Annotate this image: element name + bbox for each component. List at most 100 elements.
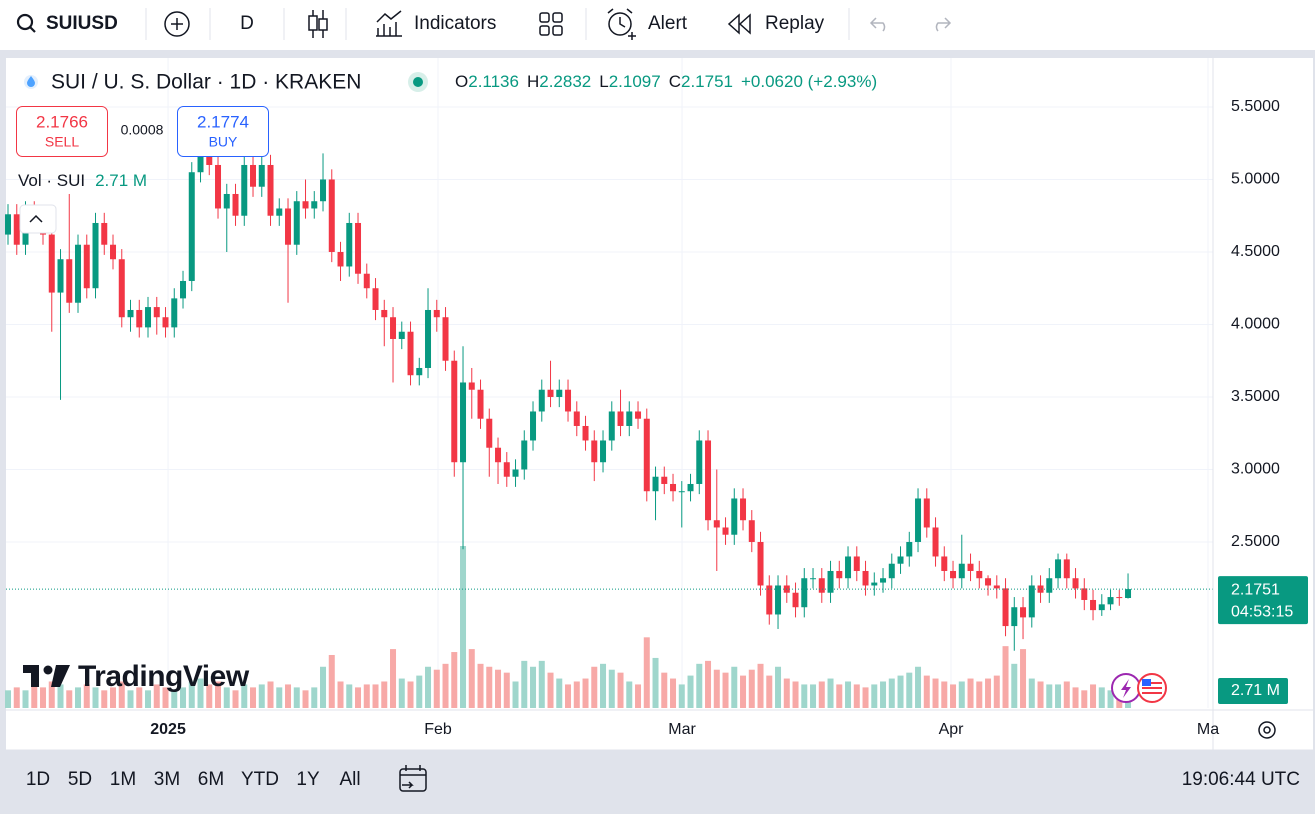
chart-type-button[interactable]	[308, 10, 328, 38]
volume-bar	[232, 690, 239, 708]
alert-button[interactable]: Alert	[607, 8, 688, 40]
volume-bar	[1020, 649, 1027, 708]
volume-bar	[582, 678, 589, 708]
range-button[interactable]: All	[339, 769, 360, 790]
range-bar: 1D 5D 1M 3M 6M YTD 1Y All	[26, 769, 361, 790]
volume-bar	[372, 684, 379, 708]
volume-bar	[845, 681, 852, 708]
volume-bar	[1098, 687, 1105, 708]
templates-button[interactable]	[539, 12, 563, 36]
candle-body	[521, 440, 528, 470]
volume-bar	[880, 681, 887, 708]
buy-button[interactable]: 2.1774 BUY	[177, 106, 269, 157]
candle-body	[696, 440, 703, 484]
candle-body	[503, 462, 510, 477]
volume-bar	[57, 684, 64, 708]
volume-bar	[661, 672, 668, 708]
volume-bar	[153, 684, 160, 708]
grid-icon	[539, 25, 550, 36]
collapse-legend-button[interactable]	[19, 204, 57, 234]
volume-bar	[92, 687, 99, 708]
candle-body	[705, 440, 712, 521]
volume-bar	[871, 684, 878, 708]
candle-body	[197, 150, 204, 173]
range-button[interactable]: 1D	[26, 769, 50, 790]
candle-body	[827, 570, 834, 593]
volume-bar	[731, 666, 738, 708]
plus-icon	[164, 11, 190, 37]
interval-button[interactable]: D	[240, 13, 254, 34]
symbol-search[interactable]: SUIUSD	[16, 13, 118, 34]
candle-body	[276, 208, 283, 216]
volume-bar	[1063, 681, 1070, 708]
volume-bar	[932, 678, 939, 708]
indicators-icon	[376, 10, 402, 37]
sell-box	[16, 106, 108, 157]
volume-bar	[1081, 690, 1088, 708]
candle-body	[407, 331, 414, 376]
volume-bar	[416, 675, 423, 708]
range-button[interactable]: YTD	[241, 769, 279, 790]
volume-bar	[547, 672, 554, 708]
price-label: 2.1751	[1231, 581, 1280, 598]
x-tick-label: Mar	[668, 721, 696, 738]
candle-body	[836, 570, 843, 579]
range-button[interactable]: 3M	[154, 769, 180, 790]
volume-bar	[740, 675, 747, 708]
volume-bar	[407, 681, 414, 708]
volume-bar	[206, 684, 213, 708]
candle-body	[355, 222, 362, 274]
volume-bar	[591, 666, 598, 708]
volume-bar	[818, 681, 825, 708]
date-range-button[interactable]	[399, 765, 427, 792]
logo-icon	[23, 665, 39, 687]
replay-button[interactable]: Replay	[727, 13, 825, 35]
candle-body	[250, 164, 257, 187]
candle-body	[267, 164, 274, 216]
replay-label: Replay	[765, 13, 825, 34]
candle-body	[1063, 559, 1070, 579]
sell-label: SELL	[45, 134, 79, 150]
settings-icon	[1258, 721, 1276, 739]
volume-bar	[888, 678, 895, 708]
volume-bar	[766, 675, 773, 708]
volume-bar	[136, 687, 143, 708]
volume-bar	[976, 681, 983, 708]
indicator-badges[interactable]	[1111, 673, 1167, 703]
x-tick-label: Feb	[424, 721, 452, 738]
candle-body	[591, 440, 598, 463]
h-value: 2.2832	[539, 72, 591, 91]
candle-body	[442, 317, 449, 361]
countdown: 04:53:15	[1231, 603, 1293, 620]
volume-bar	[521, 660, 528, 708]
range-button[interactable]: 1M	[110, 769, 136, 790]
redo-button[interactable]	[935, 17, 952, 32]
volume-bar	[250, 687, 257, 708]
candle-body	[556, 389, 563, 397]
volume-bar	[293, 687, 300, 708]
candle-body	[1107, 597, 1114, 605]
volume-bar	[285, 684, 292, 708]
compare-button[interactable]	[164, 11, 190, 37]
plot	[5, 58, 1213, 708]
volume-bar	[468, 649, 475, 708]
volume-bar	[1037, 681, 1044, 708]
range-button[interactable]: 6M	[198, 769, 224, 790]
range-button[interactable]: 5D	[68, 769, 92, 790]
volume-bar	[643, 637, 650, 708]
range-button[interactable]: 1Y	[296, 769, 320, 790]
undo-button[interactable]	[869, 17, 886, 32]
candle-body	[311, 201, 318, 209]
candle-body	[75, 244, 82, 303]
indicators-button[interactable]: Indicators	[376, 10, 496, 37]
candle-body	[171, 298, 178, 328]
sell-button[interactable]: 2.1766 SELL	[16, 106, 108, 157]
volume-bar	[678, 684, 685, 708]
settings-button[interactable]	[1258, 721, 1276, 739]
candle-body	[600, 440, 607, 463]
candle-body	[346, 222, 353, 267]
flag-icon	[1142, 679, 1151, 686]
candle-body	[1055, 559, 1062, 579]
watermark: TradingView	[23, 660, 250, 693]
